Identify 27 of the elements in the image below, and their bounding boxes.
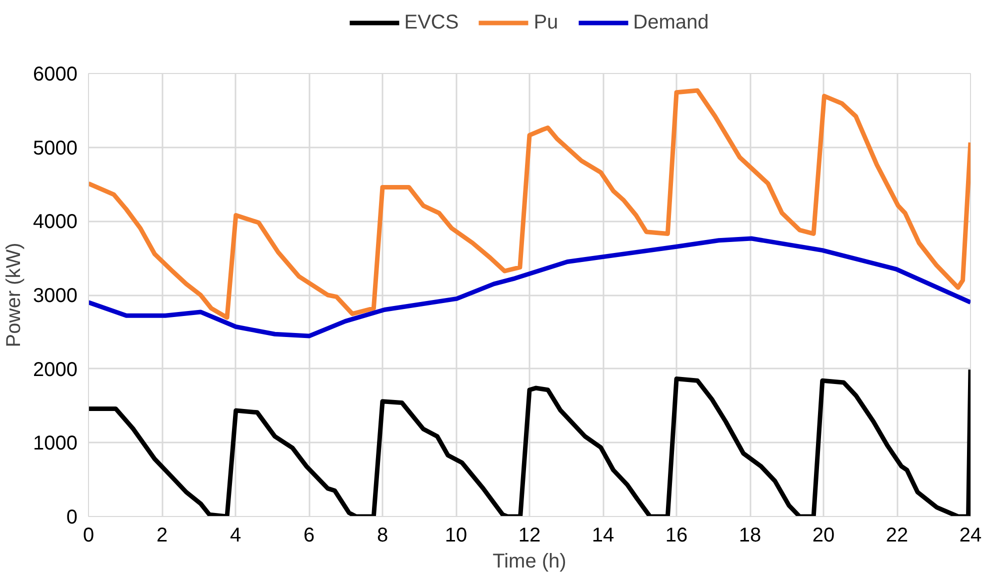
x-tick-label: 2: [156, 524, 168, 546]
y-tick-label: 1000: [33, 432, 78, 455]
x-tick-label: 8: [376, 524, 388, 546]
x-tick-label: 6: [303, 524, 315, 546]
y-axis-title: Power (kW): [3, 242, 26, 348]
x-tick-label: 0: [82, 524, 94, 546]
line-series: [88, 236, 970, 338]
y-tick-label: 3000: [33, 285, 78, 307]
legend-label: EVCS: [404, 11, 459, 34]
legend-label: Pu: [534, 11, 558, 34]
y-tick-label: 2000: [33, 358, 78, 381]
x-tick-label: 14: [592, 524, 614, 546]
x-tick-label: 22: [886, 524, 908, 546]
x-tick-label: 24: [959, 524, 982, 546]
line-series: [88, 88, 970, 320]
x-tick-label: 4: [230, 524, 242, 546]
legend-label: Demand: [633, 11, 709, 34]
y-tick-label: 6000: [33, 64, 78, 86]
y-tick-label: 4000: [33, 211, 78, 234]
x-tick-label: 18: [738, 524, 762, 546]
y-tick-label: 5000: [33, 137, 78, 160]
x-axis-title: Time (h): [492, 550, 566, 572]
x-tick-label: 12: [518, 524, 541, 546]
x-tick-label: 16: [665, 524, 688, 546]
y-tick-label: 0: [66, 506, 78, 528]
x-tick-label: 20: [812, 524, 835, 546]
x-tick-label: 10: [444, 524, 468, 546]
